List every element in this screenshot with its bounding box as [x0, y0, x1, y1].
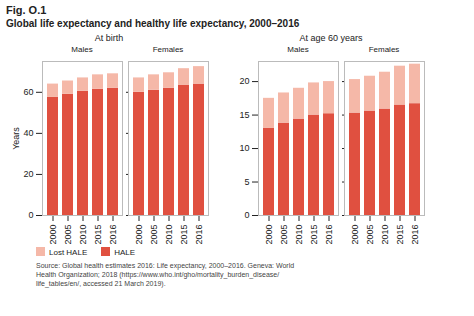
svg-text:2015: 2015 — [309, 225, 319, 245]
html-text:HALE: HALE — [114, 248, 136, 257]
svg-text:0: 0 — [244, 210, 249, 220]
svg-text:20: 20 — [239, 76, 249, 86]
svg-text:2005: 2005 — [149, 225, 159, 245]
svg-text:2000: 2000 — [48, 225, 58, 245]
svg-text:2015: 2015 — [179, 225, 189, 245]
svg-text:20: 20 — [23, 169, 33, 179]
svg-text:2010: 2010 — [294, 225, 304, 245]
svg-text:40: 40 — [23, 128, 33, 138]
html-text:Males: Males — [287, 45, 309, 54]
svg-text:2000: 2000 — [350, 225, 360, 245]
svg-text:2016: 2016 — [324, 225, 334, 245]
svg-text:2010: 2010 — [164, 225, 174, 245]
svg-text:2005: 2005 — [365, 225, 375, 245]
html-text:Females: Females — [368, 45, 400, 54]
svg-text:2016: 2016 — [108, 225, 118, 245]
html-text:Males: Males — [71, 45, 93, 54]
svg-text:2000: 2000 — [134, 225, 144, 245]
svg-text:2010: 2010 — [78, 225, 88, 245]
svg-text:5: 5 — [244, 177, 249, 187]
svg-text:10: 10 — [239, 143, 249, 153]
svg-text:2005: 2005 — [279, 225, 289, 245]
svg-text:2015: 2015 — [93, 225, 103, 245]
html-text:Females: Females — [152, 45, 184, 54]
svg-text:2015: 2015 — [395, 225, 405, 245]
svg-text:2005: 2005 — [63, 225, 73, 245]
svg-text:2000: 2000 — [264, 225, 274, 245]
svg-text:60: 60 — [23, 87, 33, 97]
svg-text:2016: 2016 — [194, 225, 204, 245]
svg-text:2010: 2010 — [380, 225, 390, 245]
svg-text:2016: 2016 — [410, 225, 420, 245]
html-text:Global life expectancy and hea: Global life expectancy and healthy life … — [6, 18, 300, 29]
html-text:At age 60 years: At age 60 years — [299, 33, 363, 43]
html-text:Fig. O.1: Fig. O.1 — [6, 4, 47, 16]
svg-text:0: 0 — [28, 210, 33, 220]
svg-text:15: 15 — [239, 110, 249, 120]
svg-text:Years: Years — [11, 127, 21, 150]
html-text:Source: Global health estimate: Source: Global health estimates 2016: Li… — [36, 262, 295, 287]
html-text:Lost HALE: Lost HALE — [49, 248, 88, 257]
html-text:At birth: At birth — [94, 33, 124, 43]
